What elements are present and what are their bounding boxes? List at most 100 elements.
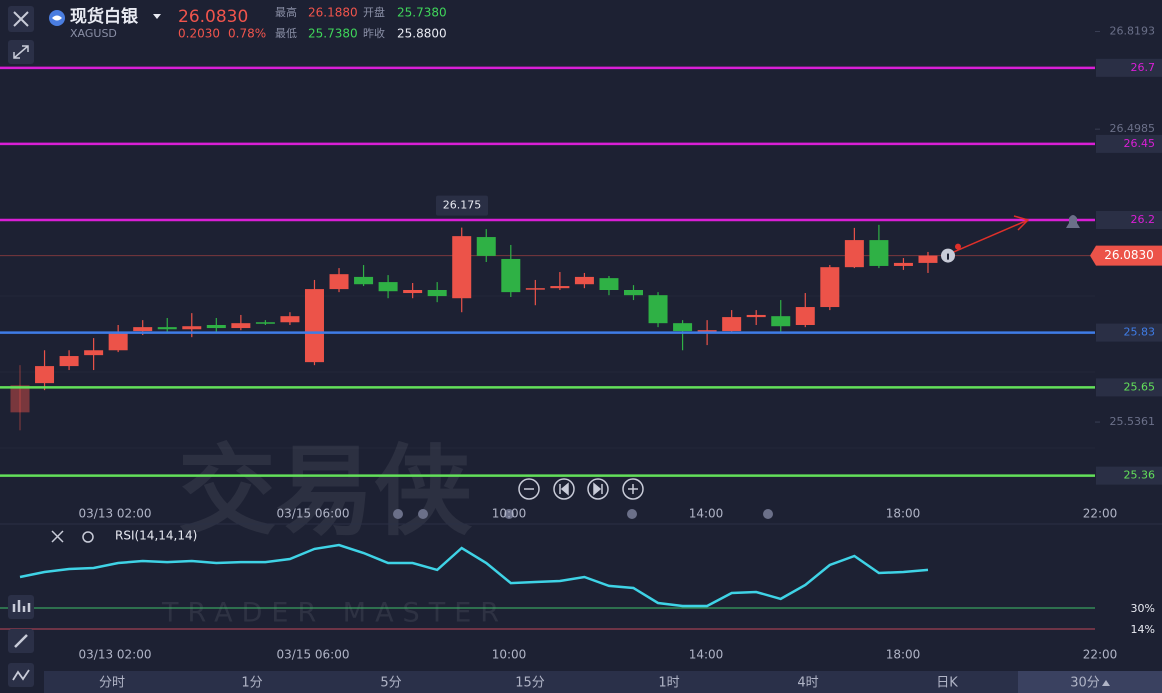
candle-body — [35, 366, 55, 384]
event-dot[interactable] — [504, 509, 514, 519]
draw-icon — [14, 634, 28, 648]
time-label: 22:00 — [1083, 648, 1118, 662]
y-tick-label: 26.4985 — [1110, 122, 1156, 135]
tab[interactable]: 4时 — [797, 676, 818, 691]
time-label: 22:00 — [1083, 507, 1118, 521]
time-label: 03/13 02:00 — [79, 648, 152, 662]
candle-body — [550, 286, 570, 289]
y-tick-label: 26.8193 — [1110, 25, 1156, 38]
stat-label: 最低 — [275, 27, 297, 40]
candle-body — [624, 290, 643, 296]
candle-body — [378, 282, 398, 292]
high-tooltip-bg — [436, 195, 488, 216]
level-label: 25.36 — [1124, 469, 1156, 482]
change-pct: 0.78% — [228, 27, 266, 41]
tabs: 分时 1分 5分 15分 1时 4时 日K 30分 — [99, 676, 1110, 691]
candle-body — [844, 240, 864, 268]
watermark-sub: TRADER MASTER — [161, 598, 508, 629]
time-label: 18:00 — [886, 507, 921, 521]
candle-body — [255, 322, 275, 324]
watermark-main: 交易侠 — [178, 435, 473, 549]
candle-body — [918, 255, 938, 263]
event-dot[interactable] — [418, 509, 428, 519]
logo-mark — [52, 15, 62, 21]
back-icon — [559, 482, 569, 496]
event-dot[interactable] — [763, 509, 773, 519]
last-price-bg — [1090, 245, 1162, 266]
candle-body — [746, 314, 766, 318]
candle-body — [795, 307, 815, 325]
trend-anchor — [955, 243, 961, 250]
trend-arrow — [949, 215, 1030, 255]
symbol: XAGUSD — [70, 27, 117, 40]
candle-body — [869, 240, 889, 266]
tab[interactable]: 15分 — [515, 676, 545, 691]
candle-body — [108, 333, 128, 351]
tab[interactable]: 30分 — [1070, 676, 1100, 691]
candle-body — [673, 323, 693, 332]
tab[interactable]: 日K — [936, 676, 958, 691]
candle-body — [157, 327, 177, 330]
change: 0.2030 — [178, 27, 220, 41]
rsi-close[interactable] — [51, 530, 64, 543]
stat-label: 昨收 — [363, 26, 385, 40]
candle-body — [574, 276, 594, 285]
candle-body — [329, 274, 349, 290]
stat-value: 25.7380 — [308, 27, 358, 41]
plot: 26.8193 26.4985 25.5361 26.175 26.7 26.45 26.2… — [0, 25, 1162, 662]
time-label: 03/15 06:00 — [277, 507, 350, 521]
playback-controls — [518, 478, 644, 500]
candle-body — [133, 327, 153, 332]
indicator-button[interactable] — [8, 595, 34, 619]
level-label-bg — [1096, 466, 1162, 485]
y-tick-label: 25.5361 — [1110, 415, 1156, 428]
tab[interactable]: 1时 — [658, 676, 679, 691]
time-label: 10:00 — [492, 648, 527, 662]
rsi-label: RSI(14,14,14) — [115, 529, 197, 543]
time-label: 10:00 — [492, 507, 527, 521]
header: 现货白银 XAGUSD 26.0830 0.2030 0.78% 最高 26.1… — [8, 5, 447, 64]
rsi-level-label: 14% — [1131, 623, 1155, 636]
level-label-bg — [1096, 211, 1162, 229]
candle-body — [84, 350, 104, 356]
rsi-level-label: 30% — [1131, 602, 1155, 615]
watermark: 交易侠 TRADER MASTER — [161, 435, 508, 629]
tab[interactable]: 5分 — [380, 676, 401, 691]
candle-body — [206, 325, 226, 329]
event-dot[interactable] — [393, 509, 403, 519]
tab[interactable]: 分时 — [99, 676, 125, 691]
dropdown-arrow[interactable] — [153, 14, 161, 19]
level-label: 26.45 — [1124, 137, 1156, 150]
stat-value: 26.1880 — [308, 6, 358, 20]
candle-body — [820, 267, 840, 308]
event-dot[interactable] — [627, 509, 637, 519]
stat-label: 开盘 — [363, 5, 385, 19]
tab[interactable]: 1分 — [241, 676, 262, 691]
candle-body — [599, 278, 619, 290]
level-label: 26.2 — [1131, 213, 1156, 226]
candle-body — [452, 236, 472, 299]
candle-body — [403, 290, 423, 294]
alert-icon[interactable] — [1066, 215, 1080, 228]
rsi-line — [19, 543, 929, 608]
level-label: 25.65 — [1124, 380, 1156, 393]
candle-body — [231, 323, 251, 329]
tab-arrow[interactable] — [1102, 680, 1110, 686]
candle-body — [501, 258, 521, 293]
plus — [628, 484, 638, 494]
level-label-bg — [1096, 58, 1162, 77]
candle-body — [722, 317, 742, 332]
candle-body — [697, 330, 717, 332]
time-label: 03/13 02:00 — [79, 507, 152, 521]
instrument-name[interactable]: 现货白银 — [70, 6, 139, 27]
tab-active-bg — [1018, 671, 1162, 693]
level-label: 26.7 — [1131, 61, 1156, 74]
tab-bar — [44, 671, 1162, 693]
candle-body — [427, 290, 447, 297]
rsi-settings[interactable] — [82, 531, 94, 543]
time-label: 18:00 — [886, 648, 921, 662]
candle-body — [304, 289, 324, 363]
candle-body — [10, 385, 30, 413]
candle-body — [525, 288, 545, 290]
